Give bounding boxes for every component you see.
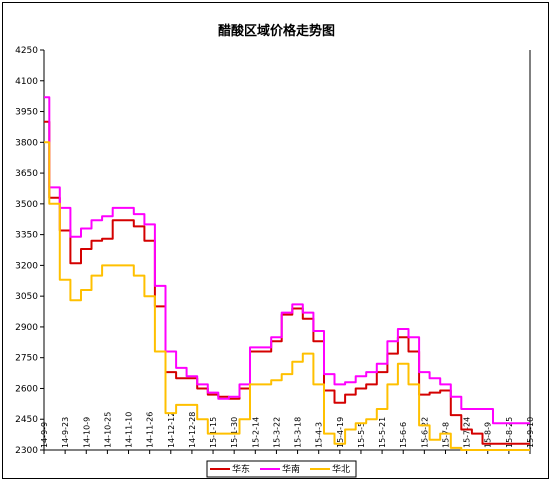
x-tick-label: 15-9-10 <box>526 417 535 448</box>
y-tick-label: 2300 <box>15 446 38 456</box>
series-layer <box>44 96 530 451</box>
x-tick-label: 14-11-26 <box>146 412 155 448</box>
x-tick-label: 15-2-14 <box>251 417 260 448</box>
x-tick-label: 15-5-21 <box>378 417 387 448</box>
chart-title: 醋酸区域价格走势图 <box>217 24 335 39</box>
x-tick-label: 15-8-25 <box>505 417 514 448</box>
x-tick-label: 15-6-6 <box>399 422 408 448</box>
y-tick-label: 4100 <box>15 77 38 87</box>
x-tick-label: 15-5-5 <box>357 422 366 448</box>
series-line-1 <box>44 96 530 425</box>
y-tick-label: 3350 <box>15 231 38 241</box>
x-tick-label: 14-9-23 <box>61 417 70 448</box>
x-tick-label: 14-9-9 <box>40 422 49 448</box>
y-tick-label: 3650 <box>15 169 38 179</box>
y-tick-label: 3500 <box>15 200 38 210</box>
series-line-0 <box>44 120 530 445</box>
legend-label-0: 华东 <box>232 463 250 475</box>
x-tick-label: 14-10-9 <box>82 417 91 448</box>
legend-label-1: 华南 <box>282 463 300 475</box>
x-tick-label: 15-8-9 <box>484 422 493 448</box>
y-tick-label: 2450 <box>15 415 38 425</box>
y-tick-label: 4250 <box>15 46 38 56</box>
y-axis-ticks: 2300 2450 2600 2750 2900 3050 3200 3350 3500 3650… <box>15 46 44 456</box>
x-tick-label: 15-3-18 <box>294 417 303 448</box>
y-tick-label: 2600 <box>15 384 38 394</box>
x-tick-label: 15-6-22 <box>420 417 429 448</box>
series-line-2 <box>44 141 530 451</box>
x-tick-label: 15-7-24 <box>463 417 472 448</box>
y-tick-label: 3950 <box>15 108 38 118</box>
y-tick-label: 2900 <box>15 323 38 333</box>
chart-legend: 华东 华南 华北 <box>206 460 357 478</box>
x-tick-label: 15-1-15 <box>209 417 218 448</box>
x-tick-label: 15-4-3 <box>315 422 324 448</box>
legend-box <box>206 460 357 478</box>
y-tick-label: 2750 <box>15 354 38 364</box>
x-tick-label: 15-1-30 <box>230 417 239 448</box>
chart-axes <box>43 50 531 451</box>
legend-label-2: 华北 <box>332 463 350 475</box>
y-tick-label: 3200 <box>15 261 38 271</box>
x-tick-label: 15-4-19 <box>336 417 345 448</box>
x-tick-label: 14-10-25 <box>103 412 112 448</box>
x-tick-label: 15-7-8 <box>441 422 450 448</box>
x-tick-label: 14-11-10 <box>125 412 134 448</box>
y-tick-label: 3800 <box>15 138 38 148</box>
x-axis-ticks: 14-9-9 14-9-23 14-10-9 14-10-25 14-11-10 14-1… <box>40 412 535 454</box>
x-tick-label: 14-12-28 <box>188 412 197 448</box>
x-tick-label: 15-3-22 <box>272 417 281 448</box>
x-tick-label: 14-12-12 <box>167 412 176 448</box>
y-tick-label: 3050 <box>15 292 38 302</box>
